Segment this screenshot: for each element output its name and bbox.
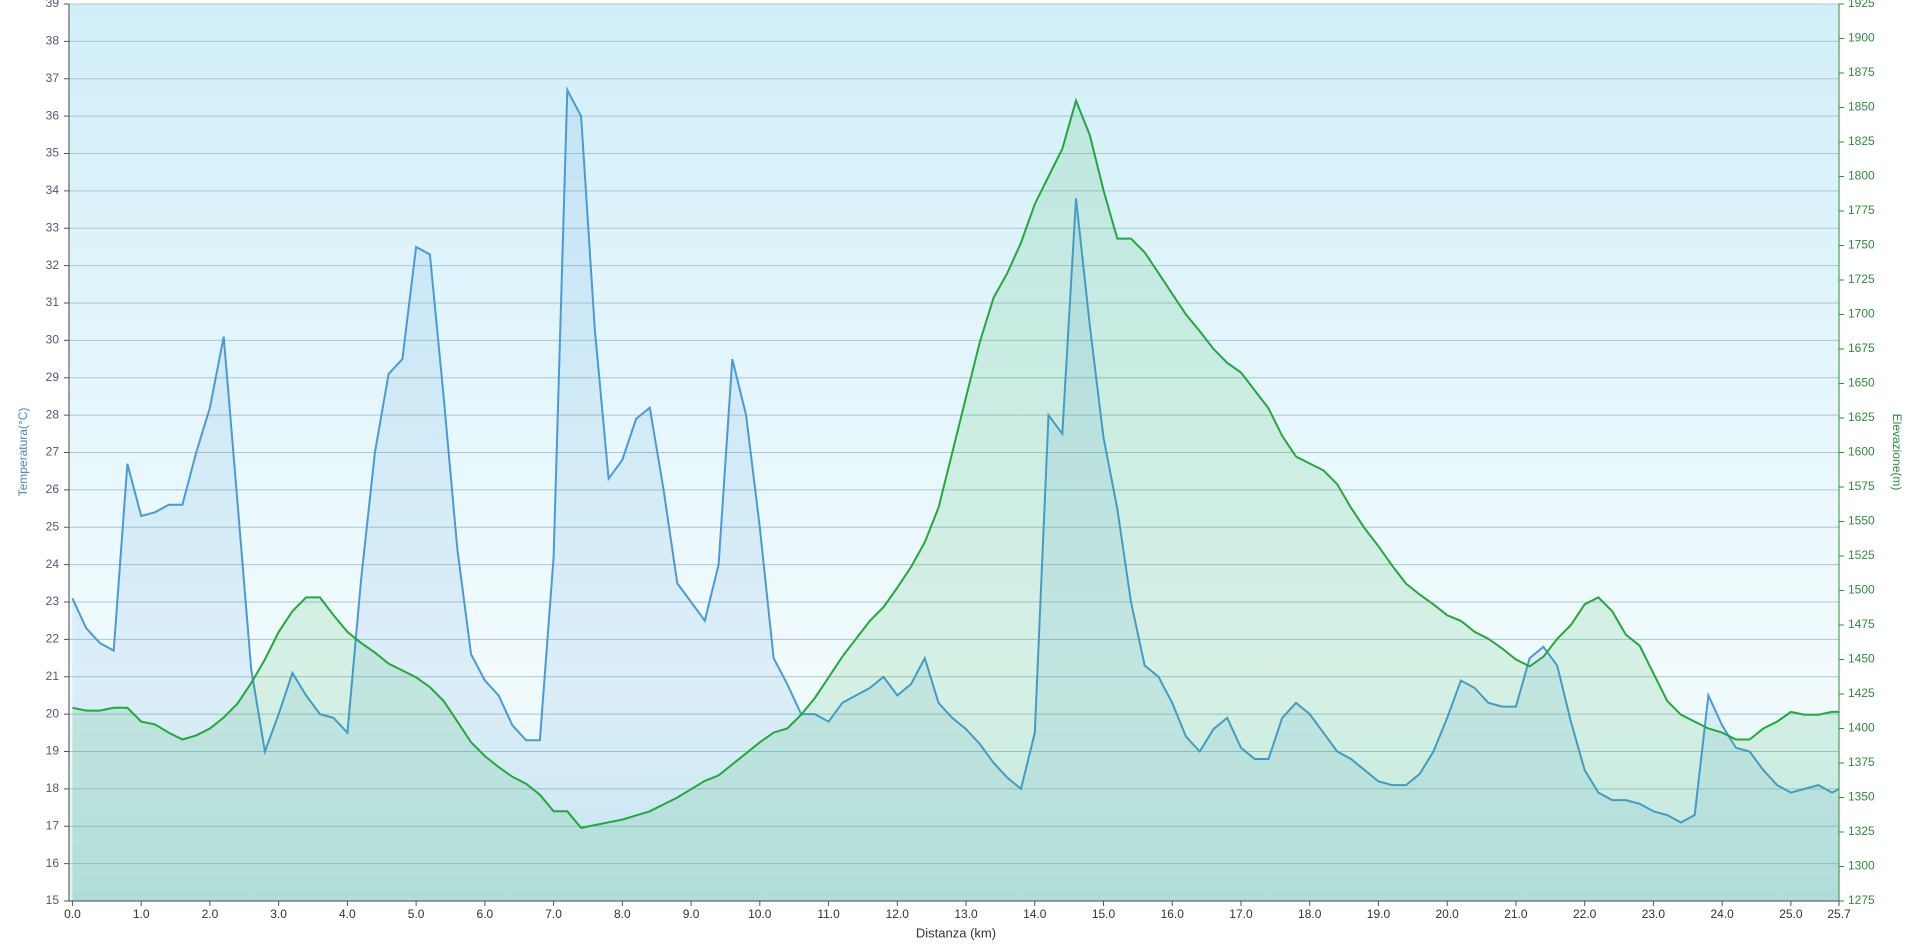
x-tick-label: 14.0 — [1023, 907, 1047, 921]
y2-tick-label: 1400 — [1848, 721, 1875, 735]
y2-tick-label: 1300 — [1848, 859, 1875, 873]
y2-tick-label: 1425 — [1848, 686, 1875, 700]
y2-tick-label: 1550 — [1848, 514, 1875, 528]
series-area — [72, 90, 1839, 901]
y2-tick-label: 1725 — [1848, 272, 1875, 286]
y-tick-label: 18 — [46, 781, 60, 795]
y2-tick-label: 1775 — [1848, 203, 1875, 217]
x-tick-label: 4.0 — [339, 907, 356, 921]
y2-tick-label: 1575 — [1848, 479, 1875, 493]
y-tick-label: 34 — [46, 183, 60, 197]
y-tick-label: 17 — [46, 818, 60, 832]
y-tick-label: 37 — [46, 71, 60, 85]
series-line — [72, 97, 1839, 829]
y2-tick-label: 1450 — [1848, 652, 1875, 666]
x-tick-label: 13.0 — [954, 907, 978, 921]
y2-tick-label: 1600 — [1848, 445, 1875, 459]
y2-tick-label: 1900 — [1848, 31, 1875, 45]
y2-tick-label: 1650 — [1848, 376, 1875, 390]
y-tick-label: 28 — [46, 407, 60, 421]
y-axis-label: Temperatura(°C) — [16, 408, 30, 497]
y-tick-label: 23 — [46, 594, 60, 608]
x-tick-label: 0.0 — [64, 907, 81, 921]
y2-tick-label: 1875 — [1848, 65, 1875, 79]
x-tick-label: 8.0 — [614, 907, 631, 921]
y2-tick-label: 1325 — [1848, 824, 1875, 838]
y-tick-label: 29 — [46, 370, 60, 384]
y2-axis-label: Elevazione(m) — [1890, 414, 1904, 491]
y2-tick-label: 1350 — [1848, 790, 1875, 804]
y-tick-label: 35 — [46, 146, 60, 160]
x-tick-label: 25.0 — [1779, 907, 1803, 921]
y-tick-label: 22 — [46, 632, 60, 646]
y-tick-label: 30 — [46, 333, 60, 347]
y-tick-label: 36 — [46, 108, 60, 122]
y-tick-label: 20 — [46, 706, 60, 720]
y-tick-label: 33 — [46, 220, 60, 234]
x-tick-label: 11.0 — [817, 907, 840, 921]
y2-tick-label: 1825 — [1848, 134, 1875, 148]
x-tick-label: 2.0 — [202, 907, 219, 921]
x-tick-label: 17.0 — [1229, 907, 1253, 921]
x-tick-label: 18.0 — [1298, 907, 1322, 921]
y-tick-label: 16 — [46, 856, 60, 870]
y2-tick-label: 1750 — [1848, 238, 1875, 252]
x-tick-label: 25.7 — [1827, 907, 1851, 921]
x-tick-label: 1.0 — [133, 907, 150, 921]
x-tick-label: 20.0 — [1436, 907, 1460, 921]
y2-tick-label: 1675 — [1848, 341, 1875, 355]
y2-tick-label: 1925 — [1848, 0, 1875, 10]
x-tick-label: 22.0 — [1573, 907, 1597, 921]
y2-tick-label: 1525 — [1848, 548, 1875, 562]
x-tick-label: 7.0 — [545, 907, 562, 921]
x-tick-label: 10.0 — [748, 907, 772, 921]
x-axis-label: Distanza (km) — [916, 925, 996, 940]
x-tick-label: 21.0 — [1504, 907, 1528, 921]
y2-tick-label: 1500 — [1848, 583, 1875, 597]
x-tick-label: 15.0 — [1092, 907, 1116, 921]
x-tick-label: 3.0 — [270, 907, 287, 921]
y-tick-label: 39 — [46, 0, 60, 10]
x-tick-label: 5.0 — [408, 907, 425, 921]
x-tick-label: 16.0 — [1161, 907, 1185, 921]
x-tick-label: 24.0 — [1710, 907, 1734, 921]
y-tick-label: 25 — [46, 519, 60, 533]
y-tick-label: 27 — [46, 445, 60, 459]
y2-tick-label: 1800 — [1848, 169, 1875, 183]
y2-tick-label: 1275 — [1848, 893, 1875, 907]
y2-tick-label: 1475 — [1848, 617, 1875, 631]
y-tick-label: 24 — [46, 557, 60, 571]
series-line — [71, 86, 1840, 824]
y-tick-label: 31 — [46, 295, 60, 309]
y-tick-label: 19 — [46, 744, 60, 758]
y2-tick-label: 1625 — [1848, 410, 1875, 424]
x-tick-label: 19.0 — [1367, 907, 1391, 921]
x-tick-label: 12.0 — [886, 907, 910, 921]
y2-tick-label: 1850 — [1848, 100, 1875, 114]
x-tick-label: 6.0 — [477, 907, 494, 921]
y2-tick-label: 1700 — [1848, 307, 1875, 321]
y-tick-label: 26 — [46, 482, 60, 496]
series-area — [72, 100, 1839, 902]
y-tick-label: 15 — [46, 893, 60, 907]
x-tick-label: 23.0 — [1642, 907, 1666, 921]
y2-tick-label: 1375 — [1848, 755, 1875, 769]
y-tick-label: 21 — [46, 669, 60, 683]
y-tick-label: 38 — [46, 34, 60, 48]
x-tick-label: 9.0 — [683, 907, 700, 921]
y-tick-label: 32 — [46, 258, 60, 272]
